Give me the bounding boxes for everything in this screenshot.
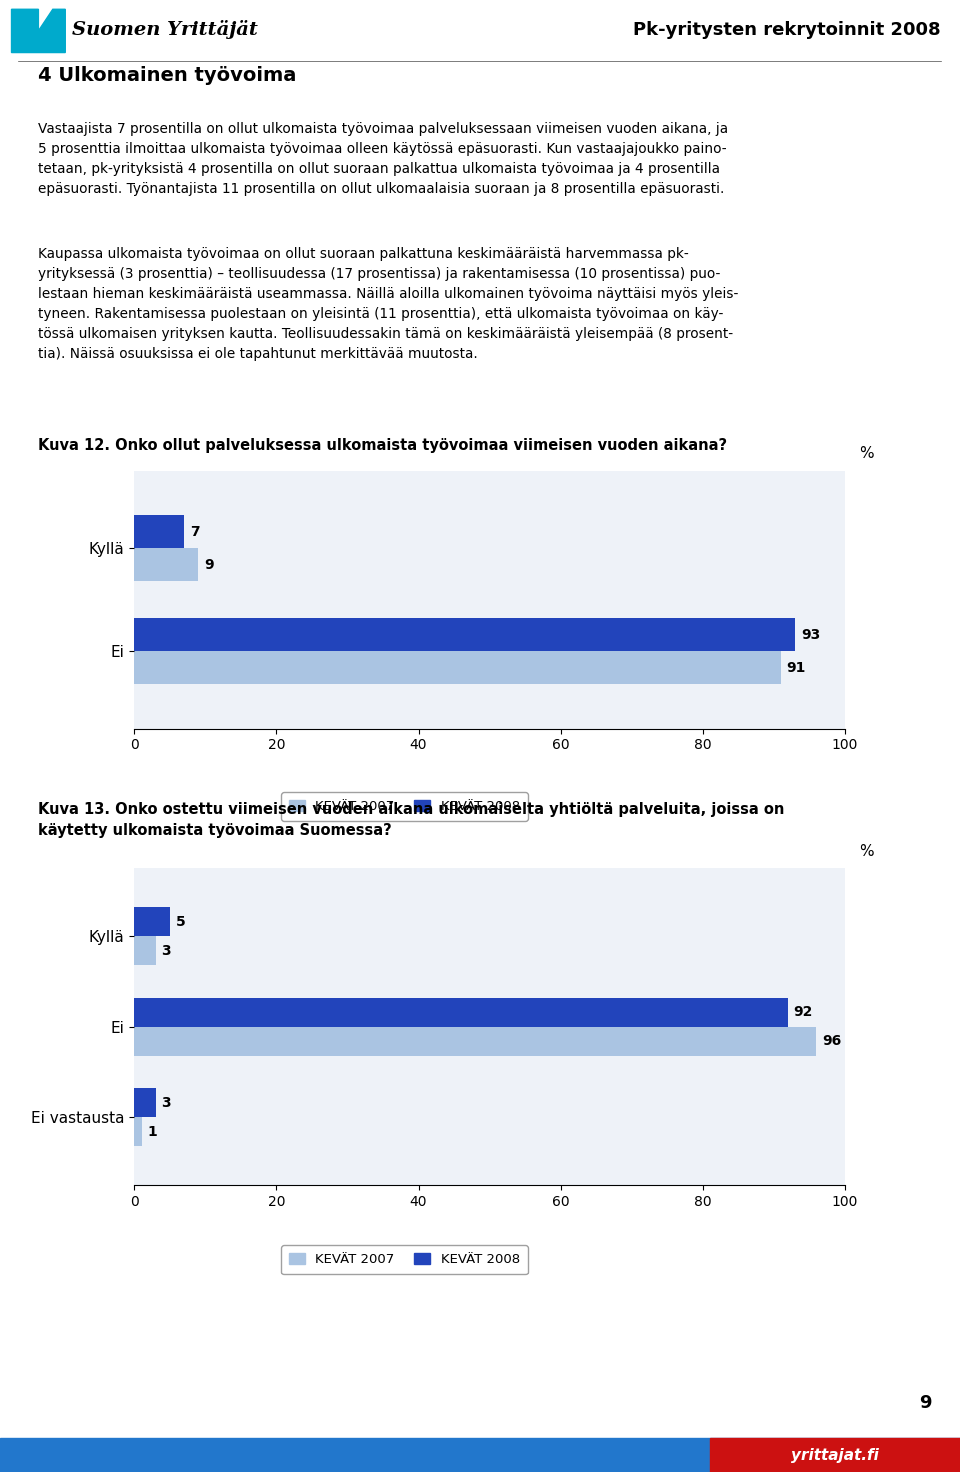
Bar (134, 515, 184, 549)
Bar (134, 1088, 156, 1117)
Text: Vastaajista 7 prosentilla on ollut ulkomaista työvoimaa palveluksessaan viimeise: Vastaajista 7 prosentilla on ollut ulkom… (38, 122, 729, 196)
Text: 5: 5 (176, 914, 185, 929)
Polygon shape (12, 9, 65, 53)
Legend: KEVÄT 2007, KEVÄT 2008: KEVÄT 2007, KEVÄT 2008 (281, 792, 528, 821)
Bar (134, 936, 156, 966)
Text: Kuva 12. Onko ollut palveluksessa ulkomaista työvoimaa viimeisen vuoden aikana?: Kuva 12. Onko ollut palveluksessa ulkoma… (38, 437, 728, 453)
Bar (134, 651, 780, 684)
Text: 91: 91 (786, 661, 806, 674)
Text: 9: 9 (204, 558, 214, 571)
Text: Pk-yritysten rekrytoinnit 2008: Pk-yritysten rekrytoinnit 2008 (634, 21, 941, 38)
Text: 96: 96 (822, 1035, 841, 1048)
Bar (134, 549, 199, 581)
Text: 3: 3 (161, 944, 171, 958)
Text: Kaupassa ulkomaista työvoimaa on ollut suoraan palkattuna keskimääräistä harvemm: Kaupassa ulkomaista työvoimaa on ollut s… (38, 246, 739, 361)
Bar (134, 1117, 141, 1147)
Bar (134, 618, 795, 651)
Text: Suomen Yrittäjät: Suomen Yrittäjät (72, 21, 258, 40)
Text: 92: 92 (794, 1005, 813, 1019)
Bar (710, 1438, 960, 1472)
Text: 1: 1 (147, 1125, 156, 1139)
Text: 9: 9 (919, 1394, 931, 1412)
Legend: KEVÄT 2007, KEVÄT 2008: KEVÄT 2007, KEVÄT 2008 (281, 1245, 528, 1275)
Text: 4 Ulkomainen työvoima: 4 Ulkomainen työvoima (38, 66, 297, 85)
Text: 7: 7 (190, 526, 200, 539)
Bar (134, 907, 170, 936)
Text: 3: 3 (161, 1095, 171, 1110)
Text: %: % (859, 843, 874, 860)
Text: 93: 93 (801, 629, 820, 642)
Bar (0, 1438, 960, 1472)
Text: %: % (859, 446, 874, 461)
Bar (134, 998, 788, 1026)
Text: Kuva 13. Onko ostettu viimeisen vuoden aikana ulkomaiselta yhtiöltä palveluita, : Kuva 13. Onko ostettu viimeisen vuoden a… (38, 802, 784, 838)
Bar (134, 1026, 816, 1055)
Text: yrittajat.fi: yrittajat.fi (791, 1448, 879, 1463)
